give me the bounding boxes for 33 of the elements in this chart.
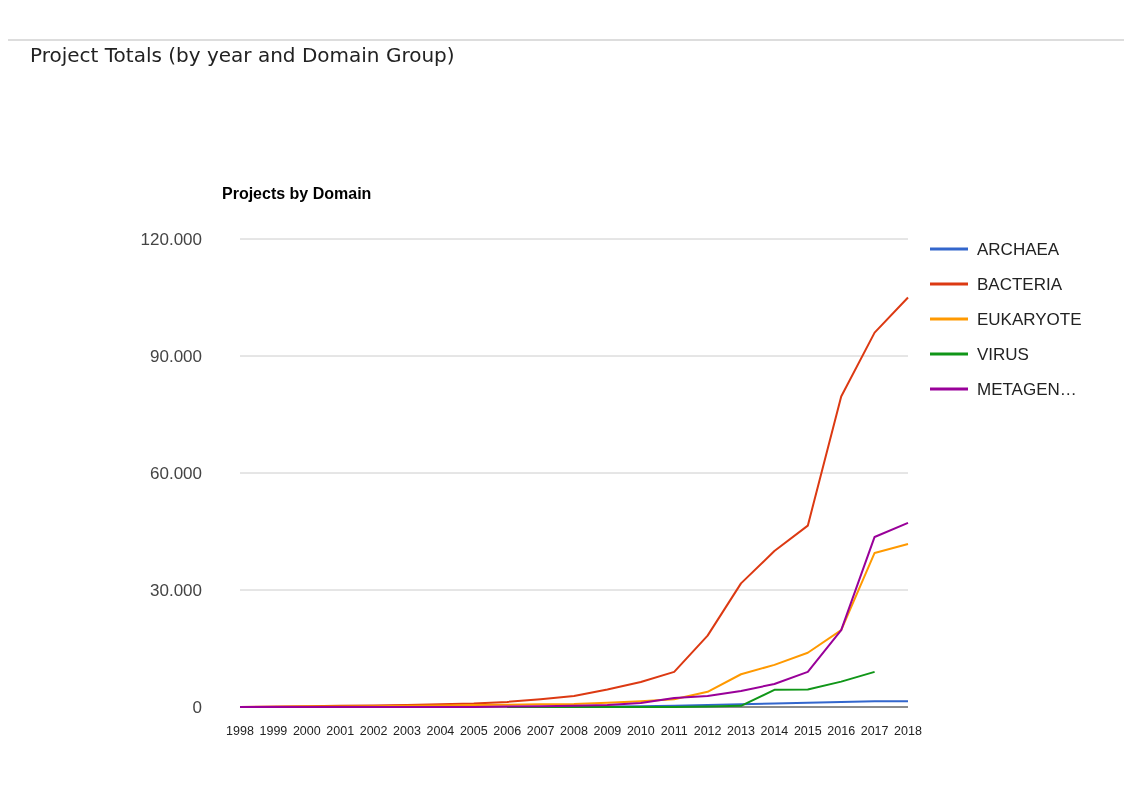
x-tick-label: 2005 [459,724,488,738]
x-tick-label: 2011 [660,724,688,738]
x-tick-label: 2015 [793,724,822,738]
x-tick-label: 2002 [359,724,388,738]
x-tick-label: 2008 [560,724,588,738]
x-tick-label: 2004 [426,724,455,738]
y-tick-label: 120.000 [140,230,202,249]
legend-label: METAGEN… [977,380,1077,399]
x-tick-label: 2013 [727,724,755,738]
x-tick-label: 2003 [393,724,421,738]
x-tick-label: 2017 [860,724,889,738]
x-tick-label: 1999 [259,724,288,738]
x-tick-label: 2016 [827,724,856,738]
x-tick-label: 2007 [526,724,555,738]
legend-label: BACTERIA [977,275,1063,294]
x-tick-label: 2018 [894,724,922,738]
legend-label: EUKARYOTE [977,310,1082,329]
y-tick-label: 90.000 [150,347,202,366]
y-tick-label: 60.000 [150,464,202,483]
legend-label: VIRUS [977,345,1029,364]
x-tick-label: 2014 [760,724,789,738]
x-tick-label: 2006 [493,724,522,738]
legend-label: ARCHAEA [977,240,1060,259]
x-tick-label: 2010 [626,724,655,738]
x-tick-label: 2009 [593,724,622,738]
chart-title: Project Totals (by year and Domain Group) [30,43,455,67]
x-tick-label: 2012 [693,724,722,738]
y-tick-label: 0 [192,698,202,717]
y-tick-label: 30.000 [150,581,202,600]
chart-subtitle: Projects by Domain [222,185,372,202]
x-tick-label: 2000 [292,724,321,738]
x-tick-label: 2001 [326,724,355,738]
x-tick-label: 1998 [226,724,254,738]
